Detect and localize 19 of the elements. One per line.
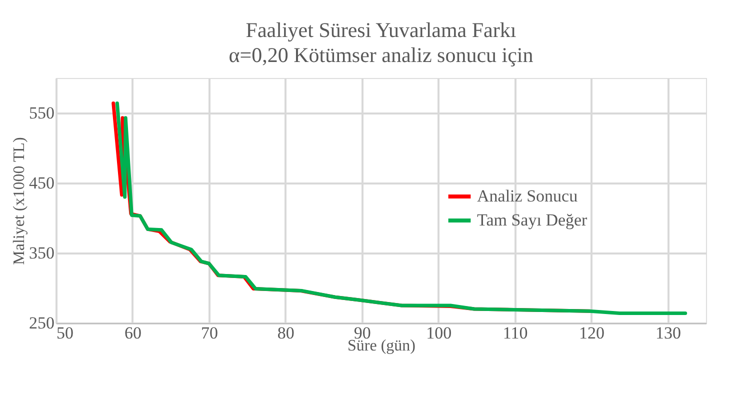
x-tick-label: 130 [656, 324, 682, 342]
y-axis-title: Maliyet (x1000 TL) [11, 137, 28, 265]
line-series [115, 101, 688, 315]
legend-label: Tam Sayı Değer [477, 210, 588, 230]
x-axis-title: Süre (gün) [348, 338, 416, 354]
x-tick-label: 120 [579, 324, 605, 342]
y-tick-label: 350 [29, 244, 54, 262]
chart-title: Faaliyet Süresi Yuvarlama Farkı [246, 18, 516, 42]
x-tick-label: 100 [426, 324, 452, 342]
legend-label: Analiz Sonucu [477, 186, 578, 206]
y-tick-label: 250 [29, 314, 54, 332]
chart-subtitle: α=0,20 Kötümser analiz sonucu için [228, 43, 534, 67]
x-tick-label: 110 [502, 324, 528, 342]
x-tick-label: 60 [124, 324, 142, 342]
x-tick-label: 70 [200, 324, 218, 342]
x-tick-label: 50 [56, 324, 74, 342]
y-tick-label: 550 [29, 104, 54, 122]
y-tick-label: 450 [29, 174, 54, 192]
x-tick-label: 80 [277, 324, 294, 342]
